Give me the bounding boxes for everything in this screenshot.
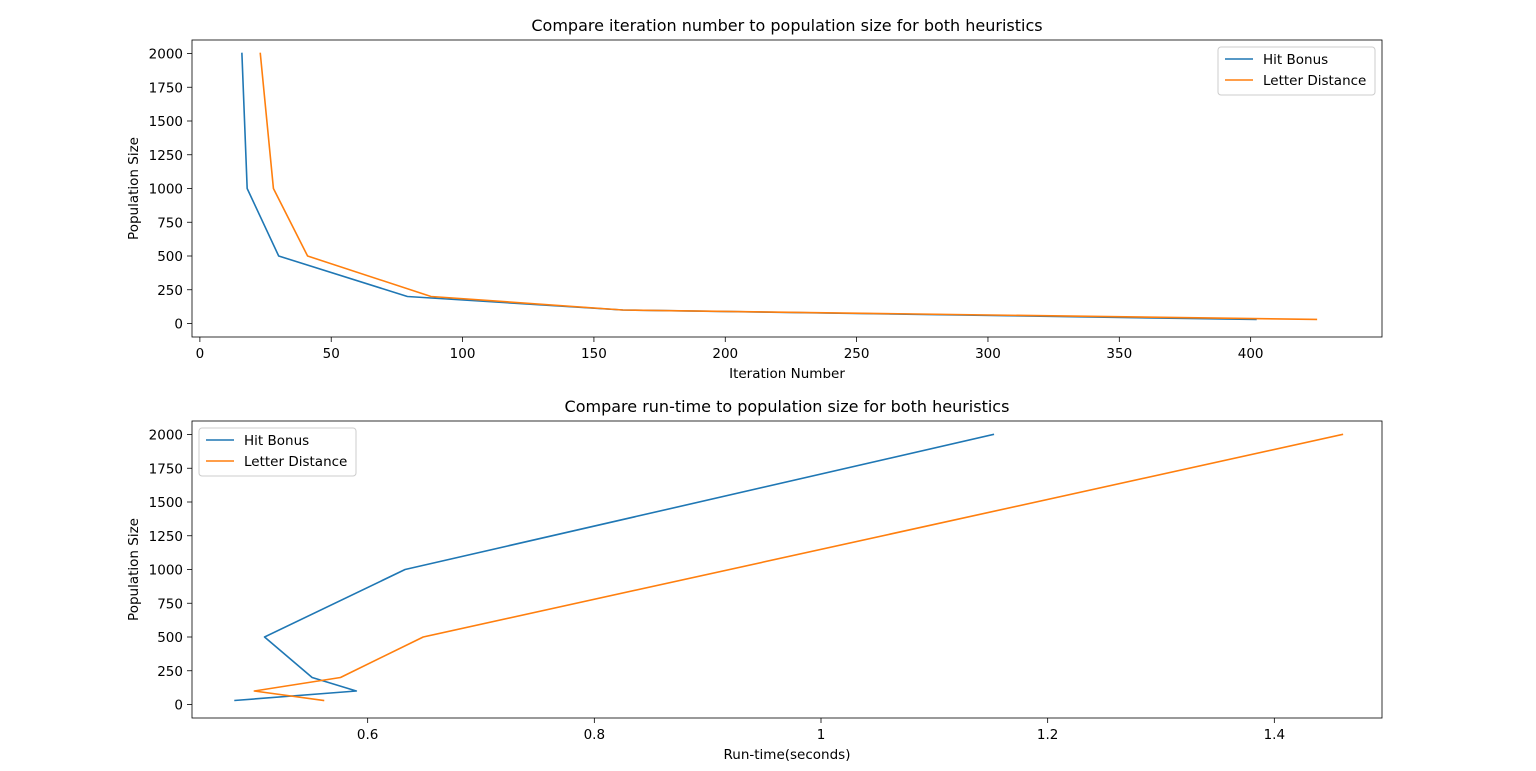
x-tick-label: 350 — [1106, 346, 1132, 362]
y-tick-label: 500 — [157, 249, 183, 265]
x-tick-label: 0 — [196, 346, 205, 362]
x-axis-label: Run-time(seconds) — [724, 747, 851, 763]
y-tick-label: 1000 — [149, 182, 183, 198]
legend-box — [198, 427, 357, 477]
y-tick-label: 1250 — [149, 529, 183, 545]
y-tick-label: 250 — [157, 664, 183, 680]
y-axis-label: Population Size — [126, 518, 142, 621]
x-tick-label: 1.2 — [1037, 727, 1058, 743]
x-tick-label: 50 — [323, 346, 340, 362]
series-line-hit-bonus — [234, 433, 995, 702]
legend-label: Hit Bonus — [244, 433, 309, 449]
x-tick-label: 150 — [581, 346, 607, 362]
y-tick-label: 1500 — [149, 114, 183, 130]
y-tick-label: 500 — [157, 630, 183, 646]
legend-label: Letter Distance — [1263, 73, 1366, 89]
legend: Hit Bonus Letter Distance — [1217, 46, 1376, 96]
y-tick-label: 2000 — [149, 47, 183, 63]
series-line-hit-bonus — [241, 52, 1257, 321]
x-tick-label: 0.8 — [584, 727, 605, 743]
x-axis-label: Iteration Number — [729, 366, 845, 382]
chart-1: Compare iteration number to population s… — [126, 16, 1383, 382]
y-tick-label: 1000 — [149, 563, 183, 579]
series-line-letter-distance — [259, 52, 1318, 321]
x-tick-label: 0.6 — [357, 727, 378, 743]
chart-2: Compare run-time to population size for … — [126, 397, 1383, 763]
x-tick-label: 200 — [712, 346, 738, 362]
x-tick-label: 1.4 — [1264, 727, 1285, 743]
y-tick-label: 2000 — [149, 428, 183, 444]
chart-title: Compare run-time to population size for … — [565, 397, 1010, 416]
chart-title: Compare iteration number to population s… — [531, 16, 1042, 35]
x-tick-label: 1 — [817, 727, 826, 743]
y-tick-label: 0 — [174, 698, 183, 714]
y-axis-label: Population Size — [126, 137, 142, 240]
x-tick-label: 400 — [1238, 346, 1264, 362]
x-tick-label: 100 — [450, 346, 476, 362]
y-tick-label: 1500 — [149, 495, 183, 511]
y-tick-label: 250 — [157, 283, 183, 299]
legend-label: Letter Distance — [244, 454, 347, 470]
x-tick-label: 250 — [844, 346, 870, 362]
y-tick-label: 750 — [157, 215, 183, 231]
legend: Hit Bonus Letter Distance — [198, 427, 357, 477]
y-tick-label: 750 — [157, 596, 183, 612]
plot-frame — [191, 39, 1383, 338]
legend-label: Hit Bonus — [1263, 52, 1328, 68]
legend-box — [1217, 46, 1376, 96]
y-tick-label: 1750 — [149, 461, 183, 477]
y-tick-label: 1250 — [149, 148, 183, 164]
x-tick-label: 300 — [975, 346, 1001, 362]
series-line-letter-distance — [253, 433, 1344, 702]
y-tick-label: 1750 — [149, 80, 183, 96]
y-tick-label: 0 — [174, 317, 183, 333]
